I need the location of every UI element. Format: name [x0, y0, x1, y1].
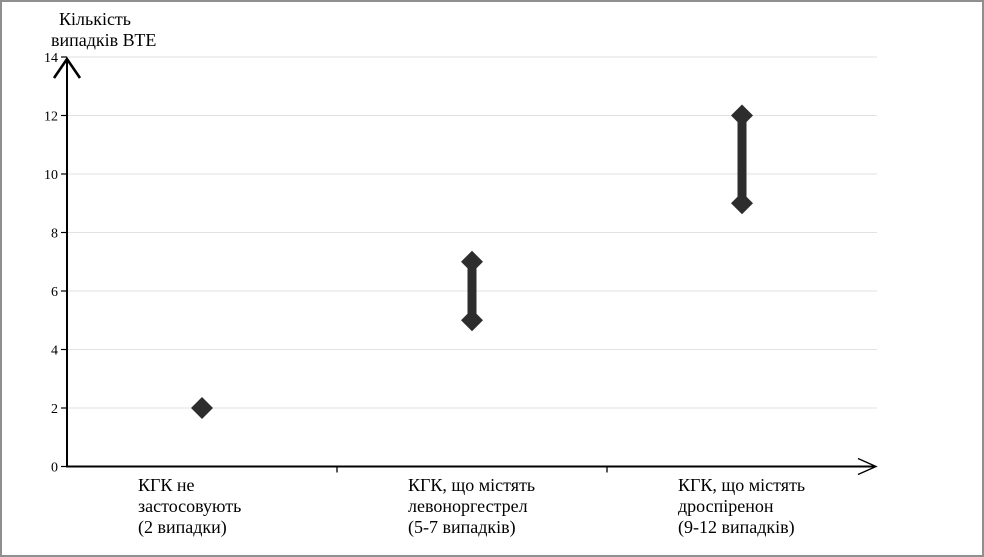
x-axis-arrow-icon [857, 457, 878, 476]
y-tick-label-14: 14 [44, 51, 58, 66]
x-category-label-2-line-1: КГК, що містять [408, 475, 536, 495]
x-category-label-1-line-2: застосовують [138, 496, 242, 516]
x-category-label-2-line-3: (5-7 випадків) [408, 517, 516, 537]
marker-diamond-category-2-value-7 [461, 250, 483, 273]
marker-diamond-category-1-value-2 [191, 397, 213, 419]
x-category-label-2: КГК, що містять левоноргестрел (5-7 випадк… [408, 475, 535, 538]
y-tick-label-8: 8 [51, 227, 58, 242]
y-axis-title-line2: випадків ВТЕ [51, 30, 157, 50]
x-category-label-3-line-1: КГК, що містять [678, 475, 806, 495]
marker-diamond-category-2-value-5 [461, 309, 483, 332]
y-axis-title: Кількість випадків ВТЕ [51, 9, 156, 51]
y-tick-label-12: 12 [44, 110, 58, 125]
y-tick-label-6: 6 [51, 285, 58, 300]
y-tick-label-10: 10 [44, 168, 58, 183]
x-category-label-3-line-3: (9-12 випадків) [678, 517, 795, 537]
y-tick-label-4: 4 [51, 344, 58, 359]
y-axis-arrow-icon [52, 56, 82, 79]
x-category-label-3-line-2: дроспіренон [678, 496, 774, 516]
x-category-label-1: КГК не застосовують (2 випадки) [138, 475, 241, 538]
x-category-label-3: КГК, що містять дроспіренон (9-12 випадків… [678, 475, 805, 538]
range-bar-category-2 [467, 261, 477, 321]
range-bar-category-3 [737, 115, 747, 204]
x-category-label-1-line-3: (2 випадки) [138, 517, 227, 537]
marker-diamond-category-3-value-12 [731, 104, 753, 127]
y-tick-label-2: 2 [51, 402, 58, 417]
x-category-label-2-line-2: левоноргестрел [408, 496, 528, 516]
y-tick-label-0: 0 [51, 461, 58, 476]
x-category-label-1-line-1: КГК не [138, 475, 195, 495]
marker-diamond-category-3-value-9 [731, 192, 753, 215]
y-axis-title-line1: Кількість [59, 9, 132, 29]
